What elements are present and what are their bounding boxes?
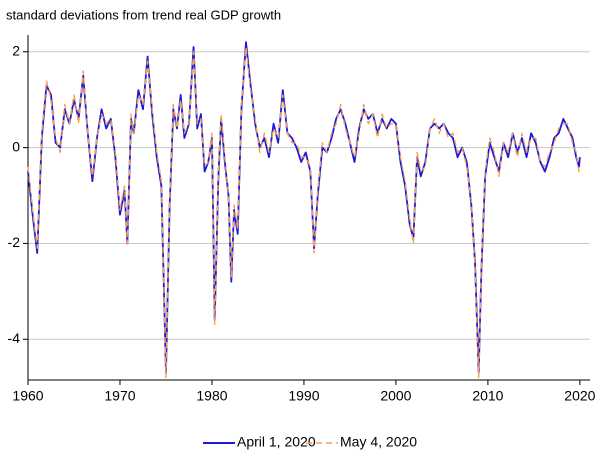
data-line — [27, 46, 580, 379]
legend-label: April 1, 2020 — [237, 434, 316, 450]
x-tick-label: 2010 — [472, 388, 503, 404]
x-tick-label: 2000 — [380, 388, 411, 404]
chart-title: standard deviations from trend real GDP … — [6, 7, 281, 22]
y-tick-label: -4 — [8, 330, 21, 346]
x-tick-label: 1960 — [12, 388, 43, 404]
data-line — [27, 41, 581, 374]
x-tick-label: 1990 — [288, 388, 319, 404]
x-tick-label: 1980 — [196, 388, 227, 404]
y-tick-label: -2 — [8, 234, 21, 250]
x-tick-label: 2020 — [564, 388, 595, 404]
x-tick-label: 1970 — [104, 388, 135, 404]
y-tick-label: 0 — [12, 138, 20, 154]
legend-label: May 4, 2020 — [340, 434, 417, 450]
y-tick-label: 2 — [12, 42, 20, 58]
